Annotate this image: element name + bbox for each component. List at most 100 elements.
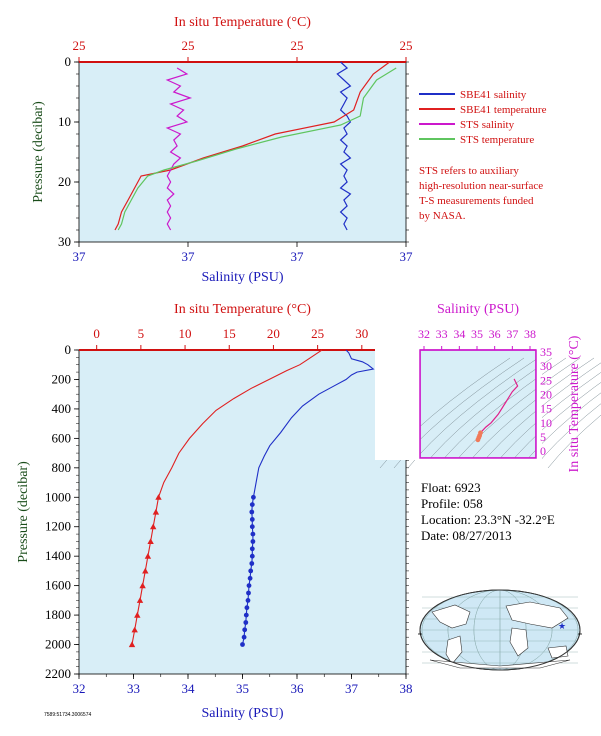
ts-salinity-tick-label: 34: [453, 327, 465, 341]
salinity-point: [249, 524, 255, 530]
temperature-tick-label: 30: [355, 326, 368, 341]
salinity-tick-label: 37: [291, 249, 305, 264]
map-outline: [419, 589, 581, 671]
sts-note-line: by NASA.: [419, 210, 466, 222]
world-map: ★: [418, 589, 582, 671]
bottom-profile-chart: In situ Temperature (°C) 0 5 10 15 20 25 30 35 32…: [16, 302, 413, 721]
ts-temperature-tick-label: 35: [540, 345, 552, 359]
sts-note-line: STS refers to auxiliary: [419, 165, 519, 177]
temperature-tick-label: 0: [93, 326, 100, 341]
salinity-tick-label: 32: [73, 681, 86, 696]
plot-area: [78, 61, 407, 243]
ts-point: [475, 437, 481, 443]
salinity-point: [247, 575, 253, 581]
pressure-tick-label: 1400: [45, 548, 71, 563]
temperature-point: [152, 508, 160, 515]
salinity-axis-label: Salinity (PSU): [201, 706, 283, 721]
series-line-sts-salinity: [165, 67, 193, 231]
temperature-point: [136, 597, 144, 603]
pressure-tick-label: 1800: [45, 607, 71, 622]
legend-label: STS temperature: [460, 134, 534, 146]
left-mask: [375, 310, 420, 460]
pressure-tick-label: 10: [58, 114, 71, 129]
density-contour: [533, 403, 601, 469]
profile-date: Date: 08/27/2013: [421, 528, 512, 543]
temperature-tick-label: 25: [400, 38, 413, 53]
pressure-tick-label: 400: [52, 401, 72, 416]
map-landmass: [431, 604, 471, 629]
temperature-tick-label: 20: [267, 326, 280, 341]
ts-temperature-tick-label: 20: [540, 388, 552, 402]
profile-number: Profile: 058: [421, 496, 483, 511]
ts-temperature-tick-label: 30: [540, 359, 552, 373]
legend-label: SBE41 salinity: [460, 89, 527, 101]
salinity-point: [249, 509, 255, 515]
temperature-point: [150, 523, 157, 530]
salinity-tick-label: 37: [345, 681, 359, 696]
salinity-point: [246, 583, 252, 588]
salinity-tick-label: 36: [291, 681, 305, 696]
pressure-tick-label: 1000: [45, 489, 71, 504]
plot-area: [78, 349, 407, 675]
ts-temperature-tick-label: 25: [540, 373, 552, 387]
salinity-tick-label: 37: [73, 249, 87, 264]
salinity-point: [250, 531, 256, 537]
pressure-tick-label: 2000: [45, 637, 71, 652]
salinity-point: [246, 590, 251, 596]
temperature-tick-label: 25: [182, 38, 195, 53]
salinity-point: [243, 620, 249, 625]
ts-temperature-axis-label: In situ Temperature (°C): [567, 335, 582, 472]
pressure-axis-label: Pressure (decibar): [31, 101, 46, 203]
density-contour: [505, 382, 601, 469]
ts-salinity-tick-label: 37: [506, 327, 518, 341]
salinity-point: [249, 561, 255, 566]
density-contour: [519, 392, 601, 469]
density-contour: [421, 357, 553, 469]
series-line-sbe41-temperature: [114, 61, 390, 231]
ts-temperature-tick-label: 15: [540, 402, 552, 416]
salinity-tick-label: 33: [127, 681, 140, 696]
map-landmass: [445, 635, 463, 665]
temperature-tick-label: 15: [223, 326, 236, 341]
salinity-point: [249, 553, 255, 559]
pressure-axis-label: Pressure (decibar): [16, 461, 31, 563]
pressure-tick-label: 30: [58, 234, 71, 249]
temperature-point: [139, 582, 146, 589]
salinity-point: [249, 502, 255, 507]
ts-temperature-tick-label: 0: [540, 444, 546, 458]
ts-salinity-tick-label: 35: [471, 327, 483, 341]
salinity-point: [250, 539, 256, 544]
temperature-point: [144, 553, 152, 559]
pressure-tick-label: 800: [52, 460, 72, 475]
plot-frame: [419, 349, 537, 459]
map-landmass: [547, 645, 569, 659]
salinity-point: [240, 642, 245, 647]
salinity-point: [241, 634, 247, 640]
sts-note-line: T-S measurements funded: [419, 195, 534, 207]
density-contour: [449, 357, 581, 469]
float-location: Location: 23.3°N -32.2°E: [421, 512, 555, 527]
footer-code: 7589:51734.3006574: [44, 712, 91, 718]
salinity-axis-label: Salinity (PSU): [201, 270, 283, 285]
ts-salinity-tick-label: 36: [489, 327, 501, 341]
salinity-point: [244, 605, 250, 611]
map-landmass: [505, 601, 569, 629]
series-line-sbe41-salinity: [336, 61, 352, 231]
density-contour: [435, 357, 567, 469]
bottom-mask: [415, 458, 540, 468]
float-number: Float: 6923: [421, 480, 481, 495]
series-line-sts-temperature: [117, 67, 397, 231]
temperature-tick-label: 25: [291, 38, 304, 53]
temperature-point: [147, 538, 154, 544]
temperature-point: [134, 611, 141, 618]
pressure-tick-label: 1600: [45, 578, 71, 593]
salinity-point: [251, 494, 256, 500]
ts-salinity-tick-label: 32: [418, 327, 430, 341]
density-contour: [477, 362, 601, 469]
right-mask: [536, 340, 542, 470]
ts-diagram: Salinity (PSU) 32 33 34 35 36 37 38 051015202530…: [375, 302, 601, 472]
ts-temperature-tick-label: 10: [540, 416, 552, 430]
temperature-tick-label: 10: [179, 326, 192, 341]
ts-temperature-tick-label: 5: [540, 430, 546, 444]
